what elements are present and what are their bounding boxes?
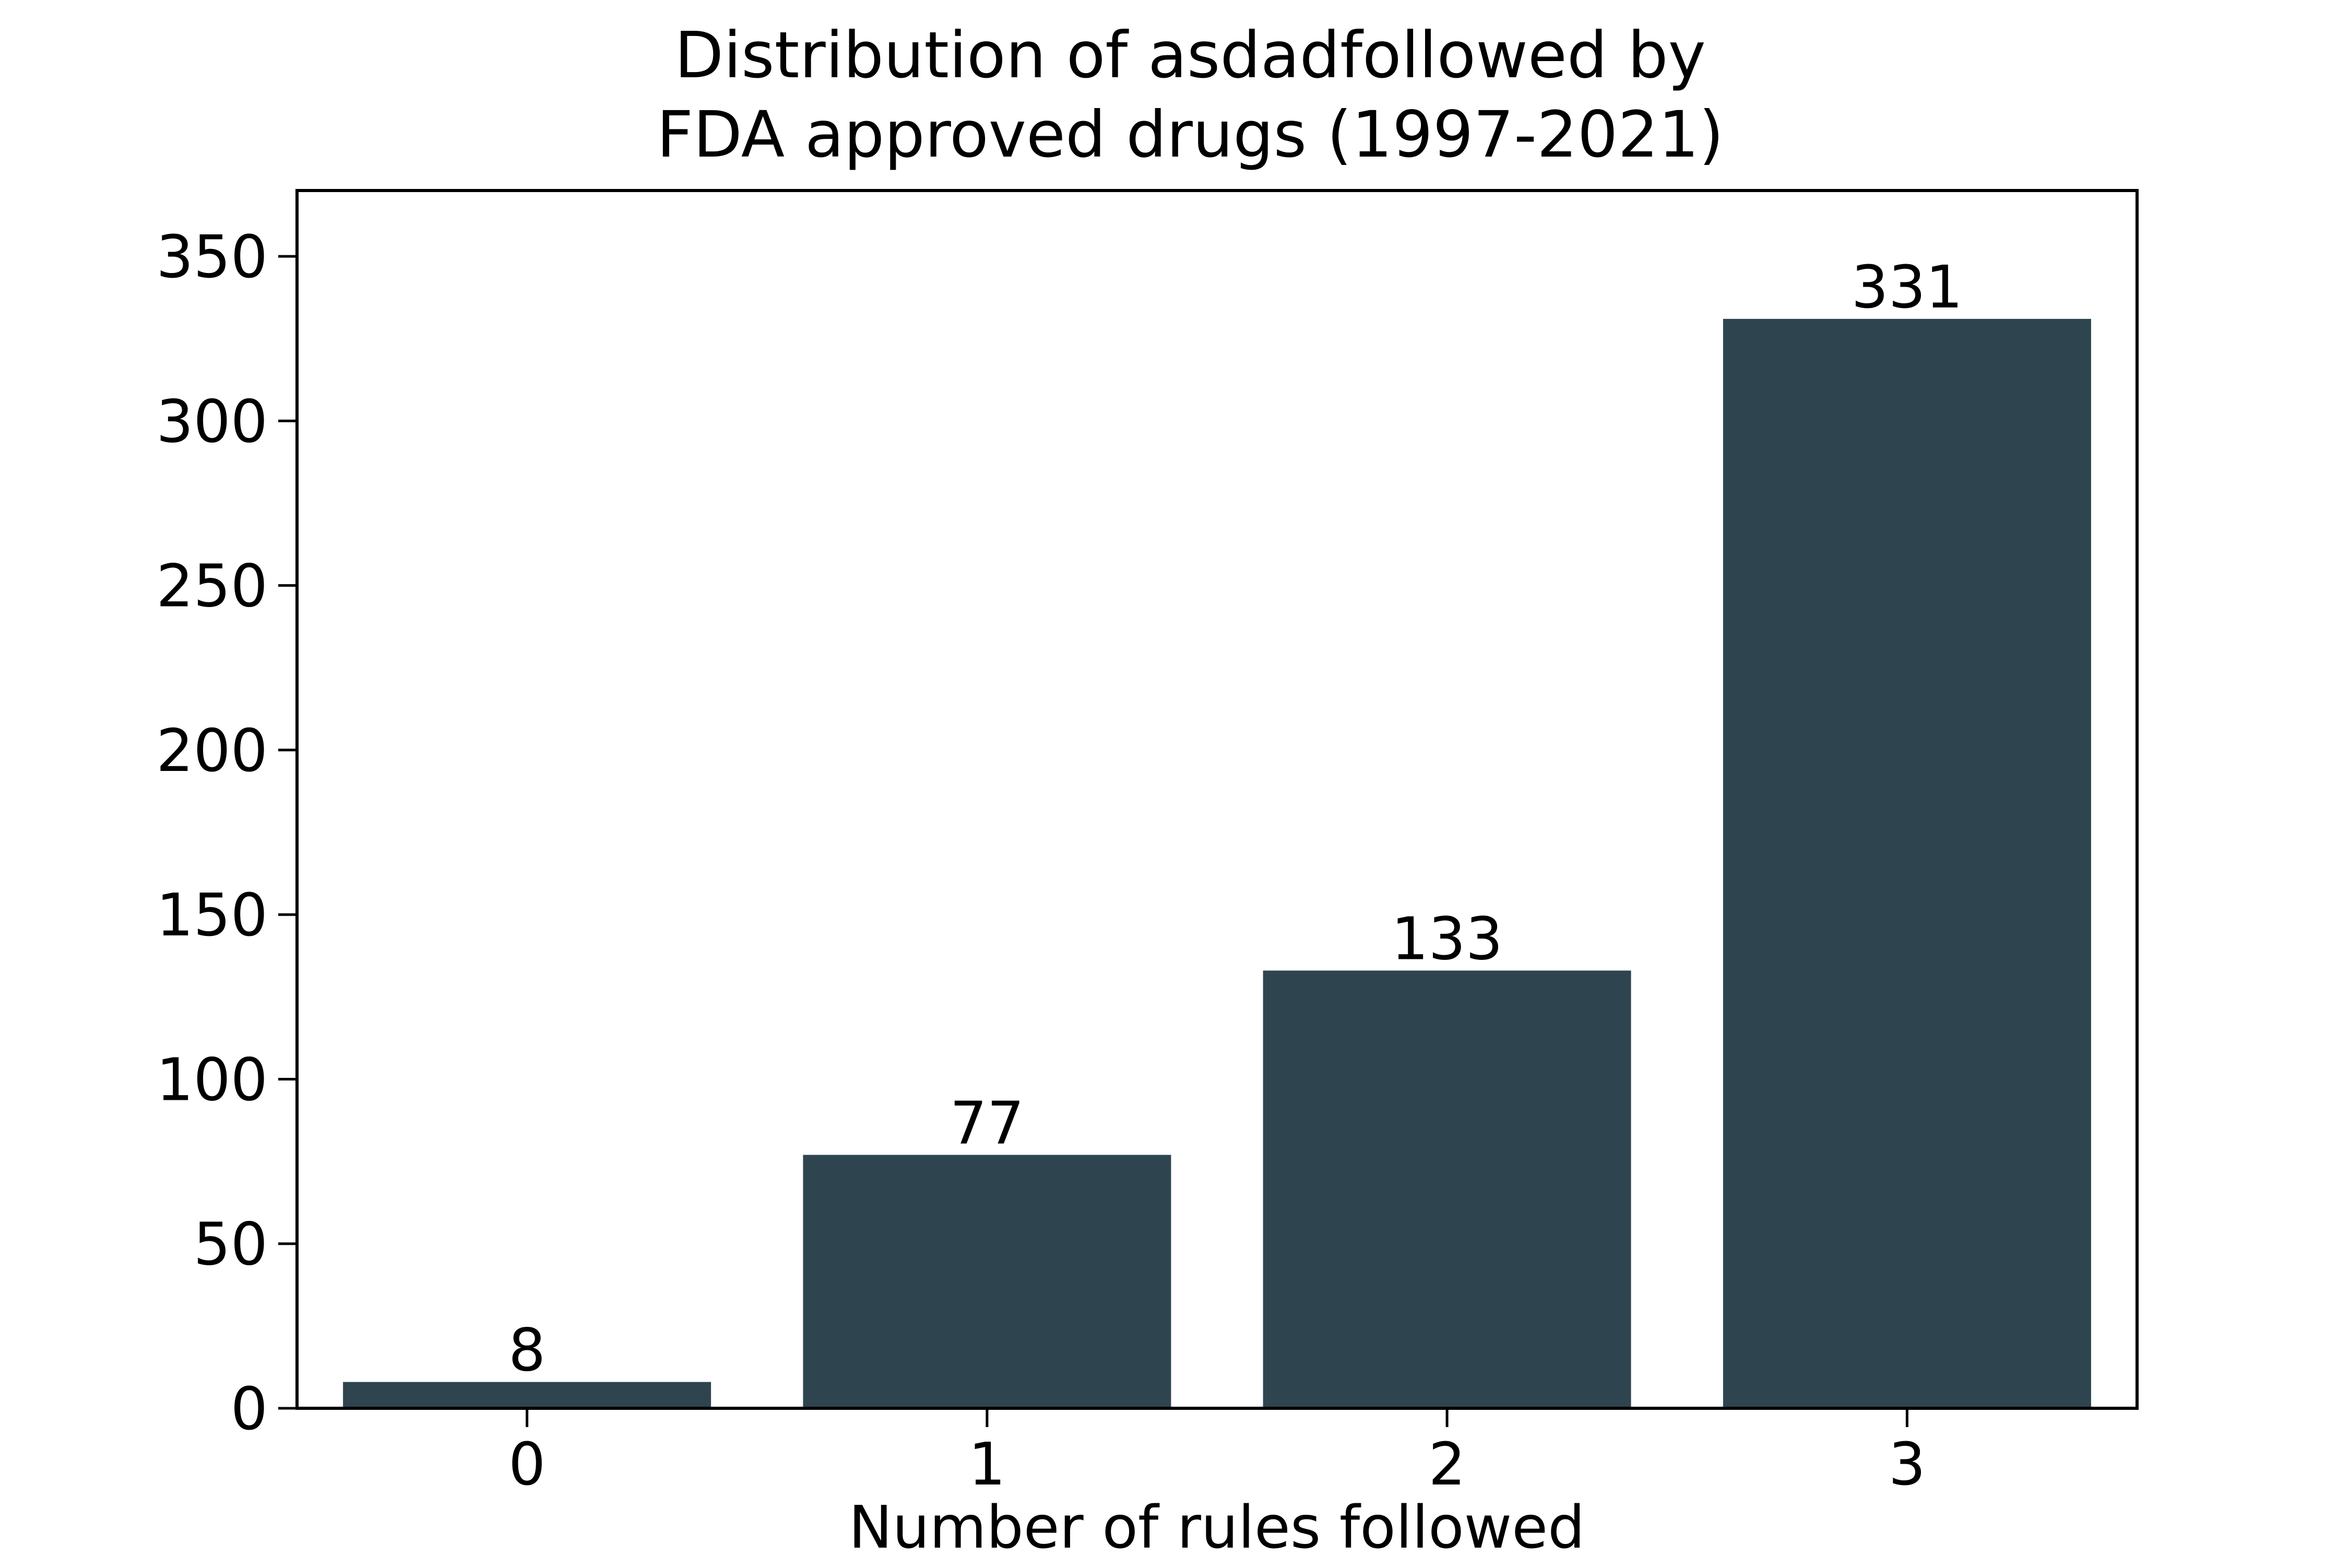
x-tick-label-2: 2 bbox=[1428, 1431, 1465, 1499]
data-label-3: 331 bbox=[1852, 254, 1963, 322]
x-tick-label-0: 0 bbox=[508, 1431, 545, 1499]
bars-layer bbox=[343, 318, 2091, 1409]
data-labels-layer: 8 77 133 331 bbox=[508, 254, 1963, 1385]
chart-title-line-1: Distribution of asdadfollowed by bbox=[674, 18, 1706, 92]
bar-0 bbox=[343, 1382, 711, 1408]
y-axis: 0 50 100 150 200 250 300 350 bbox=[156, 223, 297, 1443]
x-axis-label: Number of rules followed bbox=[849, 1494, 1585, 1562]
y-tick-label-100: 100 bbox=[156, 1047, 268, 1114]
bar-3 bbox=[1723, 318, 2091, 1409]
data-label-2: 133 bbox=[1391, 905, 1503, 973]
y-tick-label-200: 200 bbox=[156, 717, 268, 785]
chart-title-line-2: FDA approved drugs (1997-2021) bbox=[657, 98, 1724, 172]
x-tick-label-3: 3 bbox=[1889, 1431, 1926, 1499]
y-tick-label-50: 50 bbox=[193, 1211, 268, 1279]
y-tick-label-0: 0 bbox=[231, 1375, 268, 1443]
x-tick-label-1: 1 bbox=[968, 1431, 1005, 1499]
y-tick-label-300: 300 bbox=[156, 388, 268, 456]
y-tick-label-150: 150 bbox=[156, 882, 268, 949]
y-tick-label-250: 250 bbox=[156, 553, 268, 621]
y-tick-label-350: 350 bbox=[156, 223, 268, 291]
plot-frame bbox=[295, 189, 2139, 1410]
data-label-1: 77 bbox=[950, 1090, 1025, 1158]
x-axis: 0 1 2 3 bbox=[508, 1408, 1926, 1499]
bar-2 bbox=[1263, 970, 1631, 1408]
data-label-0: 8 bbox=[508, 1317, 545, 1385]
bar-1 bbox=[803, 1155, 1171, 1408]
